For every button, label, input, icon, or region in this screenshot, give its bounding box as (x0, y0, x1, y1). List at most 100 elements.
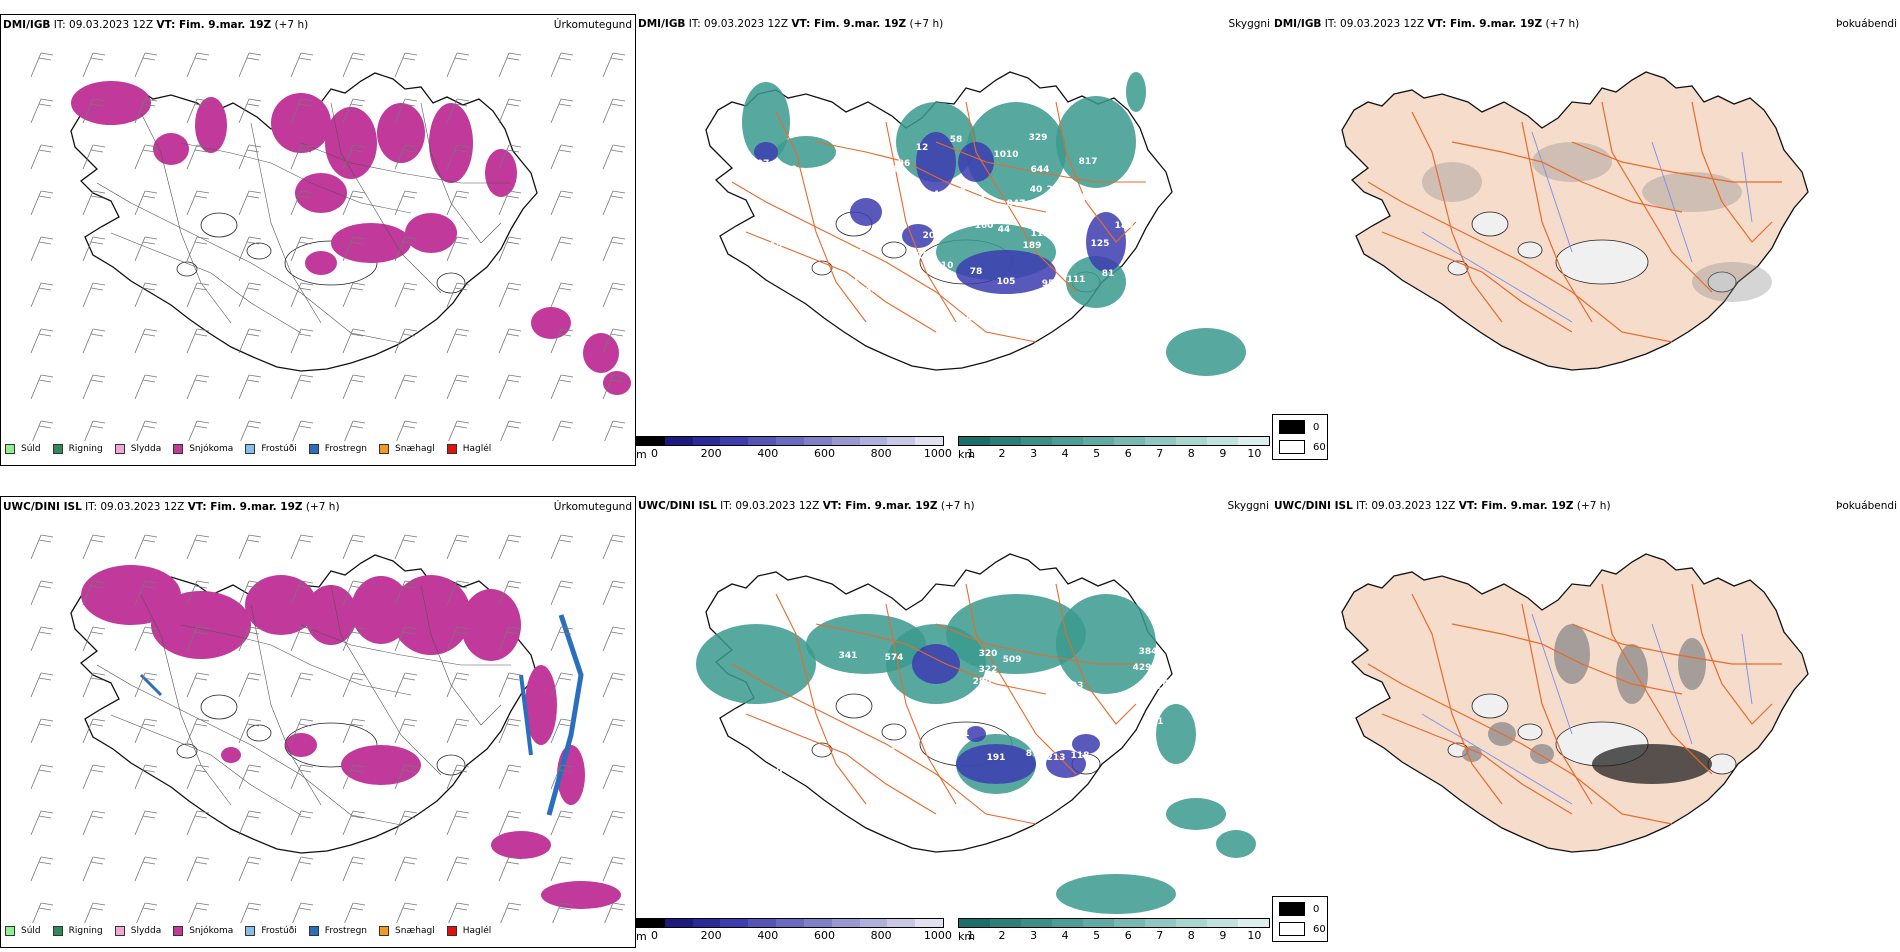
wind-barb (500, 420, 522, 441)
legend-swatch (379, 926, 390, 936)
snow-area (331, 223, 411, 263)
road-line (330, 584, 442, 776)
wind-barb (134, 626, 158, 652)
legend-item: Haglél (446, 444, 491, 454)
cloud-base-value: 12 (916, 143, 929, 153)
wind-barb (82, 626, 106, 652)
wind-barb (134, 52, 158, 78)
cloud-ceiling-area (912, 644, 960, 684)
wind-barb (446, 52, 470, 78)
wind-barb (290, 144, 314, 170)
wind-barb (498, 190, 522, 216)
road-line (745, 713, 937, 815)
colorbar-step (915, 437, 943, 445)
cloud-ceiling-area (1072, 734, 1100, 754)
cloud-base-value: 191 (987, 753, 1006, 763)
wind-barb (238, 190, 262, 216)
road-line (885, 121, 957, 323)
colorbar-tick: 0 (650, 929, 658, 942)
road-line (300, 142, 511, 184)
glacier-outline (284, 240, 378, 286)
legend-item: Súld (5, 926, 41, 936)
cloud-base-value: 193 (877, 747, 896, 757)
low-visibility-area (946, 594, 1086, 674)
cloud-base-value: 110 (935, 261, 954, 271)
cloud-base-value: 543 (1065, 697, 1084, 707)
colorbar-strip (636, 436, 944, 446)
cloud-base-panel-uwc: UWC/DINI ISL IT: 09.03.2023 12Z VT: Fim.… (636, 496, 1272, 948)
fog-area (1532, 142, 1612, 182)
ceiling-colorbar: m 0 200 400 600 800 1000 (636, 436, 952, 470)
wind-barb (394, 718, 418, 744)
colorbar-step (1052, 919, 1083, 927)
colorbar-step (915, 919, 943, 927)
wind-barb (84, 902, 106, 923)
road-line (180, 624, 412, 696)
glacier-outline (811, 260, 833, 276)
wind-barb (30, 374, 54, 400)
wind-barb (82, 718, 106, 744)
wind-barb (446, 810, 470, 836)
road-line (1521, 603, 1593, 805)
road-line (420, 584, 502, 726)
fog-areas (1462, 624, 1712, 784)
glacier-outline (1555, 239, 1649, 285)
glacier-outline (811, 742, 833, 758)
cloud-base-value: 108 (917, 251, 936, 261)
fog-map (1341, 71, 1809, 371)
colorbar-step (664, 437, 693, 445)
glacier-outline (436, 272, 466, 294)
wind-barb (290, 374, 314, 400)
cloud-base-value: 15 (770, 241, 783, 251)
panel-variable-label: Þokuábendi (1836, 500, 1897, 512)
colorbar-step (1145, 437, 1176, 445)
wind-barb (30, 52, 54, 78)
wind-barb (134, 190, 158, 216)
cloud-base-value: 58 (950, 135, 963, 145)
cloud-base-value: 128 (1081, 193, 1100, 203)
snow-area (461, 589, 521, 661)
road-line (180, 142, 412, 214)
wind-barb (446, 328, 470, 354)
cloud-base-value: 16 (880, 273, 893, 283)
wind-barb (82, 856, 106, 882)
fog-legend-row: 0 (1279, 902, 1319, 916)
wind-barb (82, 764, 106, 790)
wind-barb (30, 810, 54, 836)
wind-barb (344, 902, 366, 923)
wind-barb (550, 374, 574, 400)
colorbar-step (637, 919, 665, 927)
visibility-colorbar: km 1 2 3 4 5 6 7 8 9 10 (958, 918, 1270, 952)
snow-areas (71, 81, 631, 395)
fog-area (1554, 624, 1590, 684)
wind-barb (344, 420, 366, 441)
cloud-base-value: 509 (1003, 655, 1022, 665)
legend-item: Frostregn (308, 926, 367, 936)
wind-barb (290, 190, 314, 216)
cloud-base-value: 105 (997, 277, 1016, 287)
colorbar-tick: 800 (870, 929, 892, 942)
snow-area (531, 307, 571, 339)
colorbar-tick: 400 (757, 929, 779, 942)
colorbar-tick: 6 (1124, 447, 1132, 460)
colorbar-tick: 8 (1187, 929, 1195, 942)
cloud-base-value: 138 (879, 165, 898, 175)
cloud-base-value: 118 (1071, 751, 1090, 761)
snow-area (305, 251, 337, 275)
wind-barb (550, 580, 574, 606)
colorbar-strip (958, 918, 1270, 928)
legend-item: Frostúði (245, 444, 297, 454)
wind-barb (30, 626, 54, 652)
wind-barb (342, 328, 366, 354)
fog-legend-value: 60 (1313, 923, 1326, 935)
wind-barb (602, 190, 626, 216)
wind-barb (446, 236, 470, 262)
wind-barb (32, 420, 54, 441)
wind-barb (30, 764, 54, 790)
wind-barb (446, 580, 470, 606)
wind-barb (290, 764, 314, 790)
colorbar-step (1114, 919, 1145, 927)
road-line (330, 102, 442, 294)
wind-barb (342, 98, 366, 124)
legend-swatch (114, 926, 125, 936)
